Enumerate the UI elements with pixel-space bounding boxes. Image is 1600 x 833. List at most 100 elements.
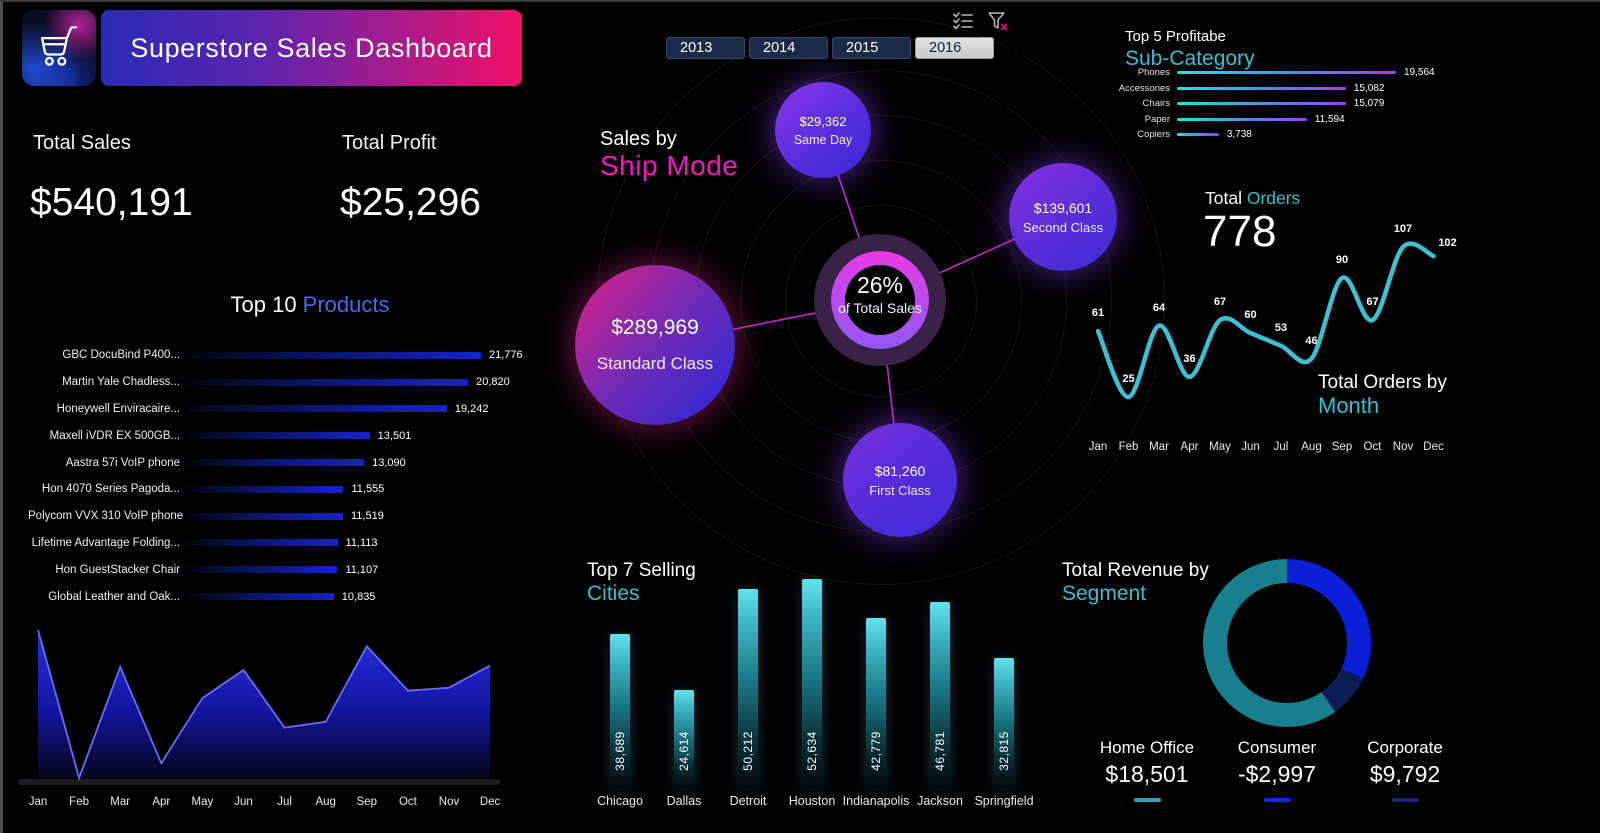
month-tick: Sep [1331,441,1353,453]
orders-footer-prefix: Total Orders by [1318,372,1447,393]
product-bar[interactable] [188,351,481,359]
orders-point-label: 90 [1335,254,1349,267]
legend-item-home-office[interactable]: Home Office $18,501 [1072,738,1222,802]
product-label: Martin Yale Chadless... [62,376,180,389]
ship-mode-bubble-same-day[interactable]: $29,362 Same Day [775,82,871,178]
shopping-cart-icon [33,20,85,77]
month-tick: Oct [398,796,417,808]
subcategory-bar[interactable] [1177,71,1396,75]
bubble-label: Second Class [1022,219,1104,235]
year-button-2015[interactable]: 2015 [832,37,911,59]
city-value: 38,689 [613,731,627,771]
total-profit-value: $25,296 [340,181,481,224]
orders-point-label: 67 [1213,296,1227,309]
city-bar-detroit[interactable]: 50,212 [738,588,758,788]
legend-item-consumer[interactable]: Consumer -$2,997 [1202,738,1352,802]
ship-mode-bubble-second-class[interactable]: $139,601 Second Class [1009,163,1117,271]
multi-select-checklist-icon[interactable] [952,10,974,37]
product-value: 21,776 [489,349,523,362]
subcategory-bar[interactable] [1177,117,1307,121]
orders-point-label: 61 [1091,307,1105,320]
orders-point-label: 60 [1244,308,1257,321]
gauge-hole [845,265,915,335]
area-chart-svg[interactable] [28,612,498,787]
city-bar-springfield[interactable]: 32,815 [994,657,1014,788]
product-bar[interactable] [188,378,469,386]
product-bar[interactable] [188,566,338,574]
city-label: Detroit [729,794,767,808]
segment-title-prefix: Total Revenue by [1062,560,1209,581]
product-label: Global Leather and Oak... [48,590,180,603]
subcategory-bar[interactable] [1177,102,1346,106]
cities-bar-chart: 38,689 Chicago 24,614 Dallas 50,212 Detroit 52… [585,570,1055,820]
orders-point-label: 107 [1393,222,1413,235]
city-label: Springfield [974,794,1034,808]
bubble-value: $289,969 [611,316,699,339]
city-bar-indianapolis[interactable]: 42,779 [866,618,886,788]
subcategory-value: 15,079 [1353,98,1385,110]
legend-item-corporate[interactable]: Corporate $9,792 [1330,738,1480,802]
subcategory-label: Chairs [1142,98,1170,110]
subcategory-bar[interactable] [1177,86,1346,90]
top10-title-accent: Products [302,292,390,317]
bubble-value: $81,260 [874,462,926,479]
product-bar[interactable] [188,485,344,493]
table-row: Global Leather and Oak... 10,835 [28,583,528,610]
page-title: Superstore Sales Dashboard [130,32,493,63]
bubble-label: First Class [869,482,931,498]
product-bar[interactable] [188,593,334,601]
month-tick: Apr [1180,441,1199,453]
orders-point-label: 67 [1366,296,1379,309]
bubble-label: Same Day [793,132,853,147]
month-tick: May [1209,441,1231,453]
product-value: 11,555 [351,483,385,496]
ship-mode-bubble-first-class[interactable]: $81,260 First Class [843,423,957,537]
orders-title-accent: Orders [1246,188,1301,208]
total-sales-label: Total Sales [33,132,131,154]
year-button-2014[interactable]: 2014 [749,37,828,59]
year-button-2016[interactable]: 2016 [915,37,994,59]
legend-label: Consumer [1237,738,1317,757]
subcategory-label: Accessories [1118,82,1170,94]
table-row: Honeywell Enviracaire... 19,242 [28,396,528,423]
product-bar[interactable] [188,459,365,467]
city-bar-chicago[interactable]: 38,689 [610,634,630,788]
city-label: Indianapolis [842,794,910,808]
top10-products-chart: GBC DocuBind P400... 21,776 Martin Yale Ch… [28,342,528,610]
subcategory-title-accent: Sub-Category [1125,47,1255,70]
legend-label: Home Office [1099,738,1195,757]
product-bar[interactable] [188,405,447,413]
product-value: 10,835 [341,590,376,603]
product-bar[interactable] [188,539,338,547]
month-tick: Jul [1273,441,1289,453]
ship-mode-bubble-standard-class[interactable]: $289,969 Standard Class [575,265,735,425]
gauge-caption: of Total Sales [838,300,922,316]
segment-donut-hole [1227,583,1347,703]
product-label: GBC DocuBind P400... [62,349,180,362]
product-label: Honeywell Enviracaire... [56,402,180,415]
orders-point-label: 102 [1438,237,1457,250]
product-bar[interactable] [188,512,343,520]
city-bar-houston[interactable]: 52,634 [802,579,822,788]
subcategory-bar[interactable] [1177,133,1219,137]
year-button-2013[interactable]: 2013 [666,37,745,59]
product-value: 19,242 [454,402,489,415]
month-tick: Jun [234,796,253,808]
city-bar-jackson[interactable]: 46,781 [930,602,950,788]
segment-title-accent: Segment [1062,582,1147,605]
orders-footer-accent: Month [1318,393,1380,418]
clear-filter-icon[interactable] [986,10,1010,39]
cities-title-accent: Cities [587,582,640,605]
table-row: GBC DocuBind P400... 21,776 [28,342,528,369]
city-label: Dallas [666,794,702,808]
product-value: 13,090 [372,456,406,469]
product-label: Hon 4070 Series Pagoda... [41,483,180,496]
month-tick: Jul [277,796,292,808]
subcategory-value: 11,594 [1314,113,1345,125]
city-bar-dallas[interactable]: 24,614 [674,690,694,788]
window-edge-top [0,0,1600,2]
product-bar[interactable] [188,432,370,440]
table-row: Copiers 3,738 [1095,127,1535,143]
orders-line-svg[interactable] [1060,225,1460,465]
city-value: 24,614 [677,731,691,771]
